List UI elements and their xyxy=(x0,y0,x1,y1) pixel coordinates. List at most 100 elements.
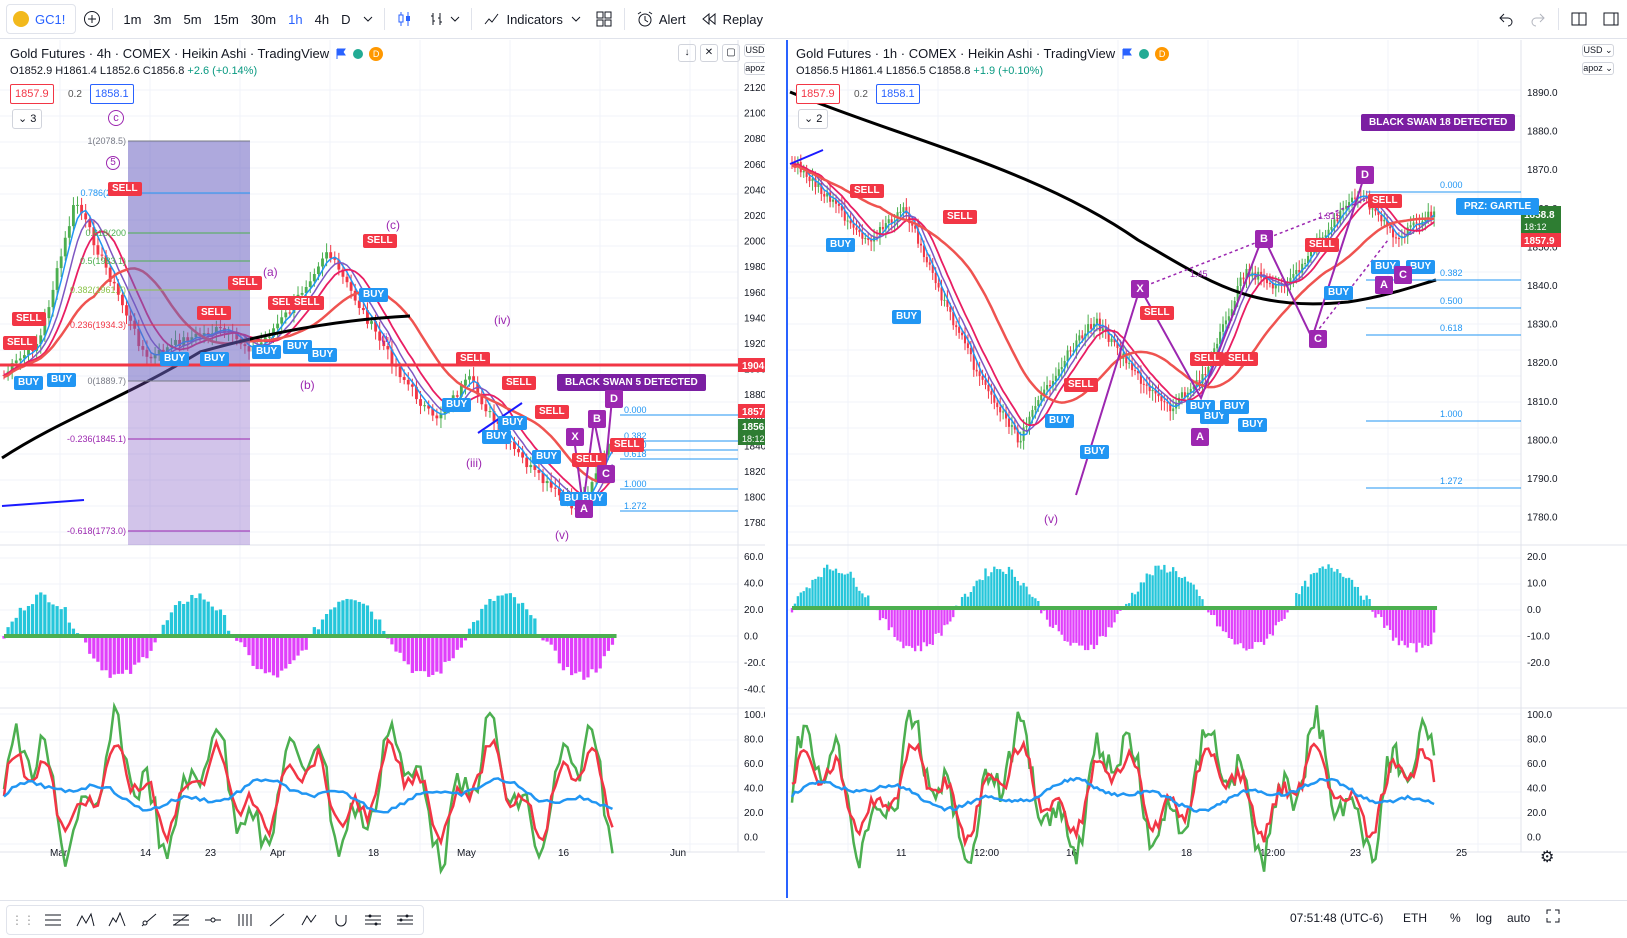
undo-button[interactable] xyxy=(1490,4,1522,34)
candle-body xyxy=(1353,197,1356,199)
long-ma-line xyxy=(789,90,1437,306)
alert-button[interactable]: Alert xyxy=(629,4,693,34)
scale-selector[interactable]: apoz ⌄ xyxy=(1582,62,1614,75)
horizontal-line-tool[interactable] xyxy=(199,908,227,932)
line-tool[interactable] xyxy=(263,908,291,932)
magnet-tool[interactable] xyxy=(327,908,355,932)
indicators-collapse-button[interactable]: ⌄ 3 xyxy=(12,109,43,129)
candle-body xyxy=(537,469,541,473)
pattern-tool[interactable] xyxy=(71,908,99,932)
right-chart-canvas[interactable]: 1890.0 1880.0 1870.0 18 60.0 1850.0 1840.0 1830… xyxy=(788,40,1627,898)
sell-price-button[interactable]: 1857.9 xyxy=(10,84,54,104)
sell-price-button[interactable]: 1857.9 xyxy=(796,84,840,104)
interval-1h[interactable]: 1h xyxy=(288,11,303,27)
harmonic-point-label: D xyxy=(605,390,623,408)
fib-zone xyxy=(128,141,250,545)
interval-dropdown[interactable] xyxy=(356,4,380,34)
flag-icon[interactable] xyxy=(335,48,347,60)
percent-toggle[interactable]: % xyxy=(1450,911,1461,925)
buy-signal-badge: BUY xyxy=(1324,286,1354,300)
redo-button[interactable] xyxy=(1522,4,1554,34)
indicators-collapse-button[interactable]: ⌄ 2 xyxy=(798,109,829,129)
harmonic-point-label: A xyxy=(575,500,593,518)
buy-price-button[interactable]: 1858.1 xyxy=(876,84,920,104)
fib-tool[interactable] xyxy=(167,908,195,932)
fib-level-label: 0.618(200 xyxy=(85,228,126,238)
templates-button[interactable] xyxy=(588,4,620,34)
candle-body xyxy=(1043,389,1046,395)
vertical-lines-tool[interactable] xyxy=(231,908,259,932)
left-chart-title: Gold Futures · 4h · COMEX · Heikin Ashi … xyxy=(10,46,330,61)
scroll-down-icon[interactable]: ↓ xyxy=(678,44,696,62)
candle-body xyxy=(993,394,996,403)
left-chart-canvas[interactable]: 2120.0 2100.0 2080.0 2060.0 2040.0 2020.0 2000… xyxy=(0,40,765,898)
right-chart-pane[interactable]: 1890.0 1880.0 1870.0 18 60.0 1850.0 1840.0 1830… xyxy=(788,40,1627,898)
bars-icon xyxy=(431,13,443,25)
delayed-badge: D xyxy=(1155,46,1170,61)
ray-tool[interactable] xyxy=(135,908,163,932)
candle-body xyxy=(366,310,369,324)
spread-value: 0.2 xyxy=(854,89,868,100)
replay-button[interactable]: Replay xyxy=(693,4,770,34)
scale-selector[interactable]: apoz ⌄ xyxy=(744,62,765,75)
elliott-wave-label: (iv) xyxy=(494,313,511,327)
settings-lines-tool[interactable] xyxy=(359,908,387,932)
candle-body xyxy=(1301,263,1304,273)
clock-time[interactable]: 07:51:48 (UTC-6) xyxy=(1290,911,1384,925)
drag-handle-icon[interactable]: ⋮⋮ xyxy=(11,913,35,927)
currency-selector[interactable]: USD ⌄ xyxy=(1582,44,1614,57)
interval-3m[interactable]: 3m xyxy=(153,11,172,27)
candle-body xyxy=(878,227,881,238)
time-axis-label: 16 xyxy=(1066,848,1078,859)
price-axis-label: 1820.0 xyxy=(1527,358,1558,369)
oscillator-line xyxy=(2,701,614,875)
collapse-count: 2 xyxy=(816,113,823,125)
price-axis-label: 1960.0 xyxy=(744,288,765,299)
interval-15m[interactable]: 15m xyxy=(213,11,239,27)
compare-button[interactable] xyxy=(76,4,108,34)
time-axis-label: 25 xyxy=(1456,848,1468,859)
maximize-pane-icon[interactable]: ▢ xyxy=(722,44,740,62)
symbol-search[interactable]: GC1! xyxy=(6,4,77,34)
candle-body xyxy=(1189,389,1192,393)
currency-selector[interactable]: USD ⌄ xyxy=(744,44,765,57)
candle-body xyxy=(329,252,333,259)
candle-body xyxy=(455,395,459,397)
collapse-pane-icon[interactable]: ✕ xyxy=(700,44,718,62)
interval-4h[interactable]: 4h xyxy=(314,11,330,27)
pane-divider[interactable] xyxy=(786,40,788,898)
candle-body xyxy=(1397,238,1400,240)
settings-gear-icon[interactable]: ⚙ xyxy=(1540,849,1554,866)
candle-body xyxy=(472,376,476,383)
head-shoulders-tool[interactable] xyxy=(295,908,323,932)
candle-body xyxy=(952,311,955,326)
candle-body xyxy=(1350,197,1354,203)
interval-D[interactable]: D xyxy=(341,11,351,27)
auto-toggle[interactable]: auto xyxy=(1507,911,1531,925)
session-toggle[interactable]: ETH xyxy=(1403,911,1427,925)
candle-body xyxy=(59,256,63,269)
chart-type-button[interactable] xyxy=(389,4,421,34)
harmonic-point-label: C xyxy=(1394,266,1412,284)
candle-body xyxy=(899,211,902,213)
interval-30m[interactable]: 30m xyxy=(250,11,277,27)
interval-1m[interactable]: 1m xyxy=(123,11,142,27)
fullscreen-icon[interactable] xyxy=(1546,909,1560,926)
candle-body xyxy=(1380,214,1383,222)
left-chart-pane[interactable]: 2120.0 2100.0 2080.0 2060.0 2040.0 2020.0 2000… xyxy=(0,40,765,898)
trend-line-tool[interactable] xyxy=(39,908,67,932)
candle-body xyxy=(1031,410,1034,417)
interval-5m[interactable]: 5m xyxy=(183,11,202,27)
indicators-button[interactable]: Indicators xyxy=(476,4,587,34)
object-tree-tool[interactable] xyxy=(391,908,419,932)
layout-button[interactable] xyxy=(1563,4,1595,34)
elliott-wave-tool[interactable] xyxy=(103,908,131,932)
log-toggle[interactable]: log xyxy=(1476,911,1493,925)
buy-price-button[interactable]: 1858.1 xyxy=(90,84,134,104)
bar-style-button[interactable] xyxy=(421,4,467,34)
more-button[interactable] xyxy=(1595,4,1627,34)
flag-icon[interactable] xyxy=(1121,48,1133,60)
price-axis-label: 1790.0 xyxy=(1527,474,1558,485)
candle-body xyxy=(63,237,67,257)
elliott-wave-label: (b) xyxy=(300,378,315,392)
